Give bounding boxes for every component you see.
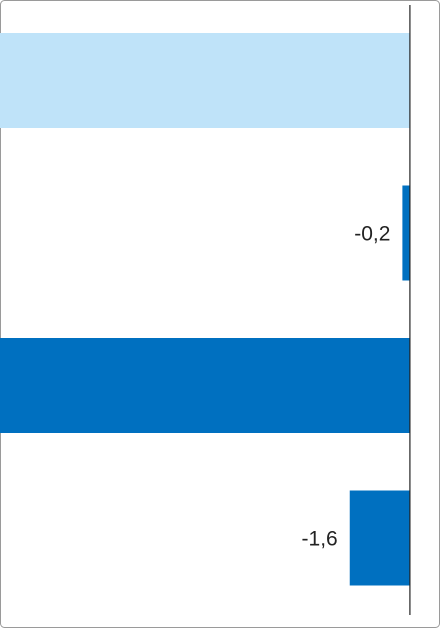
bar <box>402 185 410 281</box>
value-label: -1,6 <box>302 528 338 551</box>
bar <box>349 490 410 586</box>
plot-area <box>0 33 410 586</box>
bar <box>0 338 410 433</box>
bar <box>0 33 410 128</box>
value-label: -0,2 <box>354 223 390 246</box>
